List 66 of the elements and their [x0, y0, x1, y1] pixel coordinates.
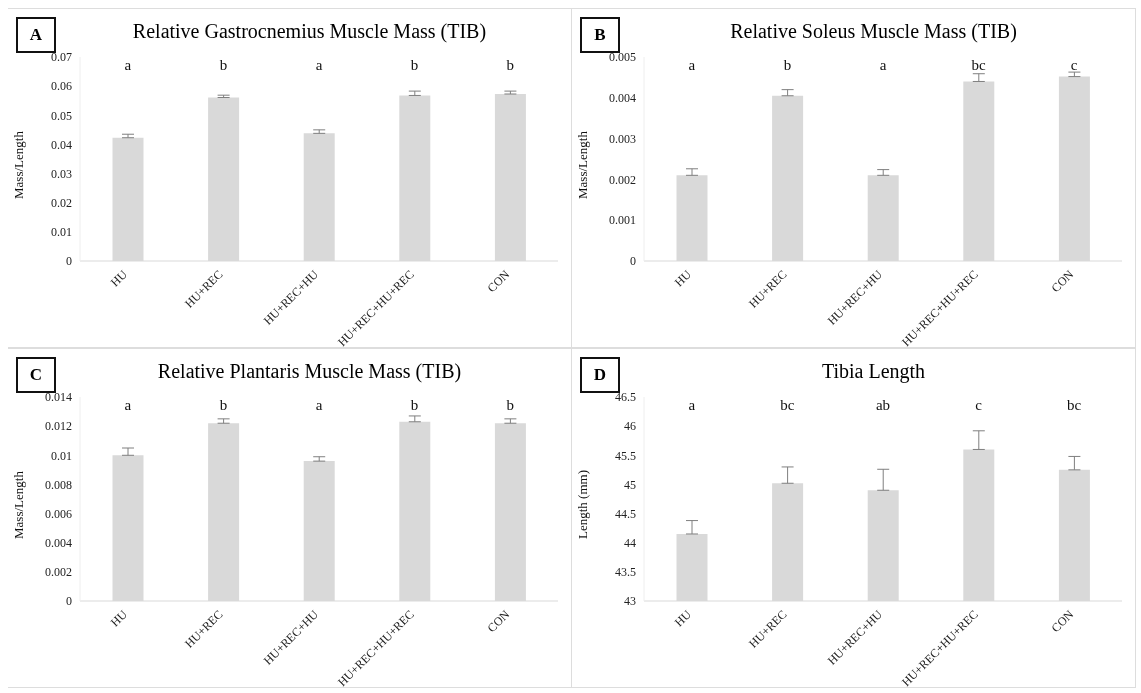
y-axis-title: Mass/Length — [574, 130, 590, 199]
y-tick-label: 46 — [624, 419, 636, 434]
y-tick-label: 44.5 — [615, 506, 636, 521]
y-tick-label: 0.002 — [45, 565, 72, 580]
annotation: b — [506, 56, 514, 73]
y-tick-label: 0.012 — [45, 419, 72, 434]
y-axis-title: Mass/Length — [10, 130, 26, 199]
annotation: a — [315, 56, 323, 73]
y-tick-label: 0.06 — [51, 79, 72, 94]
annotation: bc — [780, 396, 795, 413]
x-tick-label: HU — [107, 606, 131, 630]
annotation: b — [219, 56, 228, 73]
y-tick-label: 0.04 — [51, 137, 72, 152]
y-tick-label: 0.014 — [45, 390, 72, 405]
y-tick-label: 0 — [630, 254, 636, 269]
annotation: a — [315, 396, 323, 413]
y-tick-label: 0.003 — [609, 131, 636, 146]
chart-title: Relative Plantaris Muscle Mass (TIB) — [157, 360, 462, 382]
text: B — [594, 25, 606, 44]
y-axis-title: Mass/Length — [10, 470, 26, 539]
annotation: b — [506, 396, 514, 413]
y-tick-label: 0.07 — [51, 50, 72, 65]
text: D — [593, 365, 607, 384]
annotation: ab — [875, 396, 891, 413]
y-tick-label: 0.008 — [45, 477, 72, 492]
annotation: a — [688, 396, 696, 413]
y-tick-label: 0.005 — [609, 50, 636, 65]
annotation: b — [783, 56, 792, 73]
annotation: b — [410, 396, 419, 413]
annotation: c — [1070, 56, 1078, 73]
annotation: a — [879, 56, 887, 73]
annotation: bc — [1067, 396, 1082, 413]
annotation: b — [219, 396, 228, 413]
y-tick-label: 44 — [624, 535, 636, 550]
y-axis-title: Length (mm) — [574, 470, 590, 539]
y-tick-label: 0.004 — [609, 91, 636, 106]
y-tick-label: 0.01 — [51, 448, 72, 463]
chart-title: Relative Gastrocnemius Muscle Mass (TIB) — [132, 20, 487, 42]
y-tick-label: 0.03 — [51, 166, 72, 181]
chart-title: Relative Soleus Muscle Mass (TIB) — [730, 20, 1017, 42]
y-tick-label: 0.05 — [51, 108, 72, 123]
y-tick-label: 0.02 — [51, 195, 72, 210]
annotation: a — [124, 396, 132, 413]
y-tick-label: 43 — [624, 594, 636, 609]
x-tick-label: HU — [671, 606, 695, 630]
y-tick-label: 0 — [66, 594, 72, 609]
annotation: a — [124, 56, 132, 73]
y-tick-label: 0.006 — [45, 506, 72, 521]
x-tick-label: HU — [671, 266, 695, 290]
y-tick-label: 45 — [624, 477, 636, 492]
y-tick-label: 0.002 — [609, 172, 636, 187]
annotation: c — [975, 396, 983, 413]
text: C — [29, 365, 43, 384]
annotation: bc — [971, 56, 987, 73]
chart-title: Tibia Length — [821, 360, 926, 382]
y-tick-label: 0.01 — [51, 225, 72, 240]
y-tick-label: 0.004 — [45, 535, 72, 550]
annotation: b — [410, 56, 419, 73]
x-tick-label: HU — [107, 266, 131, 290]
y-tick-label: 0 — [66, 254, 72, 269]
y-tick-label: 46.5 — [615, 390, 636, 405]
text: A — [29, 25, 43, 44]
y-tick-label: 45.5 — [615, 448, 636, 463]
y-tick-label: 0.001 — [609, 213, 636, 228]
y-tick-label: 43.5 — [615, 565, 636, 580]
annotation: a — [688, 56, 696, 73]
